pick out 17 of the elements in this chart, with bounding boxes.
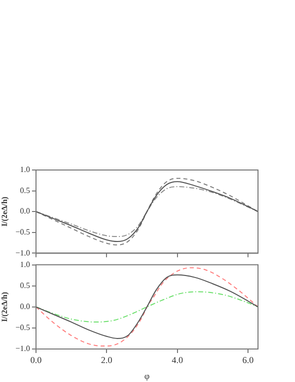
x-axis-title: φ (144, 370, 150, 381)
y-tick-label: −0.5 (15, 227, 30, 236)
x-tick-label: 6.0 (242, 354, 254, 365)
x-tick-label: 4.0 (172, 354, 184, 365)
y-axis-title: I/(2eΔ/h) (0, 292, 9, 322)
y-tick-label: 0.5 (20, 186, 30, 195)
x-tick-label: 0.0 (30, 354, 42, 365)
x-tick-label: 2.0 (101, 354, 113, 365)
y-tick-label: 0.0 (20, 302, 30, 311)
y-axis-title: I/(2eΔ/h) (0, 196, 9, 227)
y-tick-label: −0.5 (15, 323, 30, 332)
y-tick-label: −1.0 (15, 248, 30, 258)
y-tick-label: 0.5 (20, 280, 30, 290)
y-tick-label: 1.0 (20, 165, 30, 174)
y-tick-label: −1.0 (15, 344, 30, 354)
y-tick-label: 1.0 (20, 260, 30, 269)
y-tick-label: 0.0 (20, 206, 30, 216)
